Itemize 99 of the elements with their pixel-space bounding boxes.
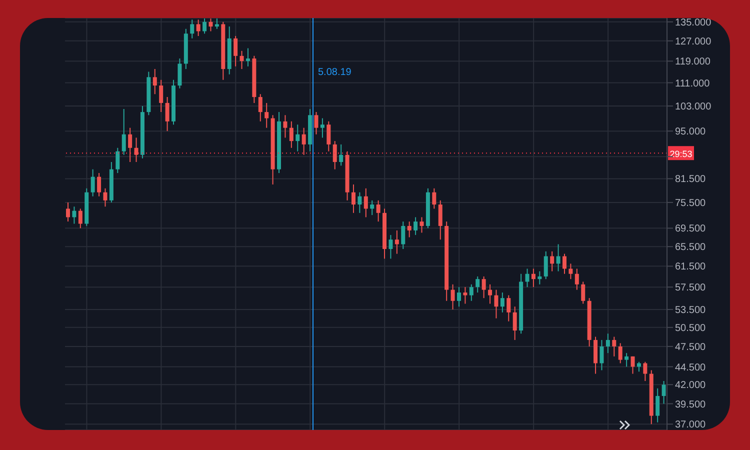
candlestick — [512, 306, 517, 340]
candlestick — [594, 336, 598, 374]
y-tick-label: 57.500 — [675, 282, 706, 294]
candlestick — [630, 356, 635, 374]
y-tick-label: 81.500 — [675, 174, 706, 186]
candlestick — [538, 270, 542, 285]
candlestick — [500, 292, 504, 313]
candlestick — [97, 172, 102, 197]
candlestick — [296, 124, 300, 152]
y-tick-label: 127.000 — [675, 36, 712, 48]
candlestick — [581, 281, 586, 304]
y-tick-label: 50.500 — [675, 322, 706, 334]
candlestick — [196, 19, 200, 37]
candlestick — [320, 118, 324, 138]
candlestick — [178, 58, 182, 89]
candlestick — [264, 102, 269, 128]
candlestick — [525, 268, 530, 288]
candlestick — [258, 94, 262, 122]
candlestick — [289, 120, 294, 148]
candlestick — [302, 127, 306, 156]
candlestick — [636, 361, 641, 372]
candlestick — [208, 18, 213, 32]
candlestick — [165, 96, 170, 132]
candlestick — [152, 68, 157, 95]
candlestick — [283, 114, 288, 138]
candlestick — [159, 79, 164, 113]
annotation: 5.08.19 — [318, 67, 352, 78]
y-tick-label: 42.000 — [675, 380, 706, 392]
candlestick — [414, 216, 418, 236]
y-tick-label: 65.500 — [675, 242, 706, 254]
candlestick — [370, 200, 374, 216]
candlestick — [376, 200, 380, 222]
y-tick-label: 37.000 — [675, 420, 706, 431]
candlestick — [556, 244, 560, 272]
candlestick — [358, 192, 362, 214]
candlestick — [246, 48, 250, 67]
candlestick — [90, 168, 95, 197]
candlestick — [234, 36, 238, 67]
candlestick — [456, 286, 461, 308]
candlestick — [66, 202, 70, 222]
y-tick-label: 75.500 — [675, 198, 706, 210]
candlestick — [326, 120, 331, 152]
text: 29:53 — [670, 149, 692, 160]
candlestick — [122, 108, 126, 156]
candlestick — [332, 140, 337, 170]
candlestick — [488, 284, 492, 304]
y-tick-label: 61.500 — [675, 262, 706, 273]
candlestick — [388, 234, 393, 260]
candlestick — [339, 144, 344, 166]
candlestick — [476, 276, 480, 294]
candlestick — [544, 250, 548, 280]
candlestick — [401, 221, 406, 250]
y-tick-label: 53.500 — [675, 305, 706, 316]
y-tick-label: 44.500 — [675, 362, 706, 374]
candlestick — [643, 361, 648, 382]
y-tick-label: 135.000 — [675, 17, 712, 28]
candlestick — [463, 286, 468, 304]
y-tick-label: 119.000 — [675, 56, 711, 68]
candlestick — [568, 263, 573, 280]
candlestick — [103, 188, 108, 208]
candlestick — [482, 276, 486, 299]
candlestick — [450, 284, 455, 310]
candlestick — [240, 50, 244, 70]
candlestick — [214, 18, 219, 30]
y-tick-label: 39.500 — [675, 399, 706, 410]
candlestick — [562, 253, 566, 274]
candlestick — [351, 184, 356, 214]
candlestick — [531, 268, 536, 288]
candlestick — [612, 336, 616, 357]
candlestick — [438, 200, 442, 240]
candlestick — [202, 18, 207, 34]
y-tick-label: 47.500 — [675, 342, 706, 353]
candlestick — [78, 208, 82, 229]
candlestick — [407, 221, 412, 238]
candlestick — [600, 339, 604, 371]
candlestick — [494, 289, 498, 319]
candlestick — [190, 19, 194, 39]
candlestick — [624, 352, 629, 368]
y-tick-label: 111.000 — [675, 78, 710, 90]
candlestick — [394, 230, 399, 254]
candlestick — [469, 284, 474, 302]
candlestick — [662, 380, 666, 404]
candlestick — [72, 206, 76, 224]
candlestick — [432, 188, 436, 210]
candlestick — [606, 333, 610, 354]
candlestick — [656, 388, 660, 423]
y-tick-label: 103.000 — [675, 102, 712, 112]
candlestick — [550, 250, 554, 272]
candlestick — [134, 137, 138, 162]
candlestick — [128, 127, 132, 162]
candlestick — [420, 216, 424, 234]
y-tick-label: 69.500 — [675, 224, 706, 235]
candlestick — [116, 147, 120, 174]
candlestick — [506, 294, 511, 322]
candlestick — [314, 112, 318, 135]
candlestick — [364, 188, 368, 218]
y-tick-label: 95.000 — [675, 126, 706, 138]
candlestick — [574, 268, 579, 290]
candlestick — [618, 342, 622, 364]
